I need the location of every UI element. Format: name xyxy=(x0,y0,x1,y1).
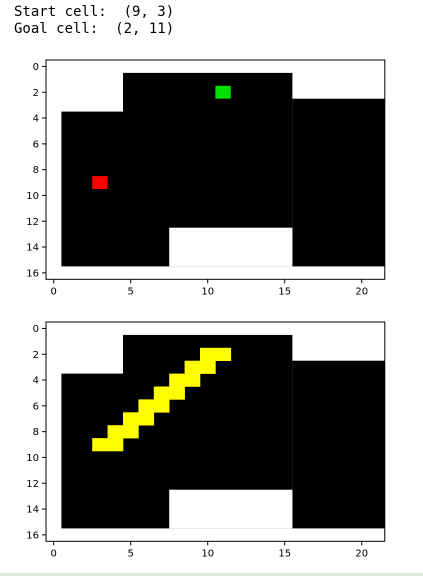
path-cell xyxy=(169,373,185,387)
path-cell xyxy=(92,438,108,452)
path-cell xyxy=(169,386,185,400)
y-tick-label: 6 xyxy=(33,401,39,412)
y-tick-label: 16 xyxy=(26,268,39,279)
y-tick-label: 16 xyxy=(26,530,39,541)
y-tick-label: 12 xyxy=(26,217,39,228)
path-cell xyxy=(123,412,139,426)
path-cell xyxy=(138,399,155,413)
path-cell xyxy=(184,360,201,374)
path-cell xyxy=(200,347,216,361)
y-tick-label: 4 xyxy=(33,376,39,387)
x-tick-label: 15 xyxy=(278,286,291,297)
grid-plot-path: 0 5 10 15 20 0 2 4 6 8 10 12 14 16 xyxy=(26,321,386,559)
path-cell xyxy=(107,438,124,452)
y-tick-label: 2 xyxy=(33,88,39,99)
y-tick-label: 2 xyxy=(33,350,39,361)
y-tick-label: 14 xyxy=(26,243,39,254)
goal-cell xyxy=(215,85,231,99)
x-tick-label: 10 xyxy=(201,548,214,559)
x-tick-label: 5 xyxy=(128,548,134,559)
path-cell xyxy=(215,347,232,361)
x-tick-label: 20 xyxy=(355,286,368,297)
x-tick-label: 10 xyxy=(201,286,214,297)
x-tick-label: 0 xyxy=(51,548,57,559)
y-tick-label: 10 xyxy=(26,453,39,464)
free-region xyxy=(292,98,385,267)
x-tick-label: 0 xyxy=(51,286,57,297)
path-cell xyxy=(184,373,201,387)
path-cell xyxy=(107,425,124,439)
y-tick-label: 4 xyxy=(33,114,39,125)
y-tick-label: 8 xyxy=(33,165,39,176)
y-tick-label: 8 xyxy=(33,427,39,438)
y-tick-label: 0 xyxy=(33,62,39,73)
y-tick-label: 0 xyxy=(33,324,39,335)
path-cell xyxy=(123,425,139,439)
wall-region xyxy=(169,227,293,267)
y-tick-label: 10 xyxy=(26,191,39,202)
start-cell xyxy=(92,176,108,189)
path-cell xyxy=(153,399,170,413)
path-cell xyxy=(153,386,170,400)
free-region xyxy=(292,360,385,529)
wall-region xyxy=(169,489,293,529)
grid-plot-start-goal: 0 5 10 15 20 0 2 4 6 8 10 12 14 16 xyxy=(26,59,386,297)
goal-cell-text: Goal cell: (2, 11) xyxy=(14,21,175,37)
start-cell-text: Start cell: (9, 3) xyxy=(14,4,175,20)
x-tick-label: 15 xyxy=(278,548,291,559)
x-tick-label: 20 xyxy=(355,548,368,559)
bottom-divider xyxy=(0,573,423,576)
y-tick-label: 6 xyxy=(33,139,39,150)
x-tick-label: 5 xyxy=(128,286,134,297)
path-cell xyxy=(138,412,155,426)
y-tick-label: 14 xyxy=(26,505,39,516)
y-tick-label: 12 xyxy=(26,479,39,490)
path-cell xyxy=(200,360,216,374)
